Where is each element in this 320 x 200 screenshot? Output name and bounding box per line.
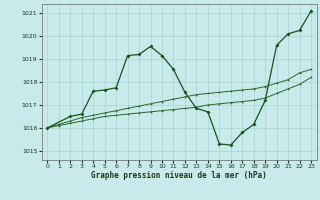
X-axis label: Graphe pression niveau de la mer (hPa): Graphe pression niveau de la mer (hPa) [91,171,267,180]
